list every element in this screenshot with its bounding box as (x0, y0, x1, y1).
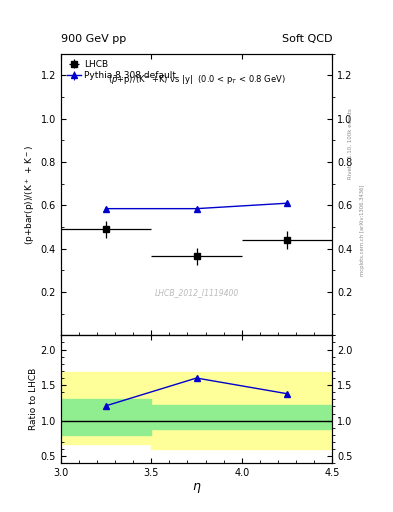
X-axis label: $\eta$: $\eta$ (192, 481, 201, 495)
Text: Rivet 3.1.10, 100k events: Rivet 3.1.10, 100k events (348, 108, 353, 179)
Text: ($\bar{p}$+p)/(K$^-$+K) vs |y|  (0.0 < p$_T$ < 0.8 GeV): ($\bar{p}$+p)/(K$^-$+K) vs |y| (0.0 < p$… (108, 73, 285, 87)
Y-axis label: (p+bar(p))/(K$^+$ + K$^-$): (p+bar(p))/(K$^+$ + K$^-$) (23, 144, 37, 245)
Text: mcplots.cern.ch [arXiv:1306.3436]: mcplots.cern.ch [arXiv:1306.3436] (360, 185, 365, 276)
Legend: LHCB, Pythia 8.308 default: LHCB, Pythia 8.308 default (64, 57, 179, 83)
Y-axis label: Ratio to LHCB: Ratio to LHCB (29, 368, 38, 431)
Text: 900 GeV pp: 900 GeV pp (61, 33, 126, 44)
Text: Soft QCD: Soft QCD (282, 33, 332, 44)
Text: LHCB_2012_I1119400: LHCB_2012_I1119400 (154, 289, 239, 297)
